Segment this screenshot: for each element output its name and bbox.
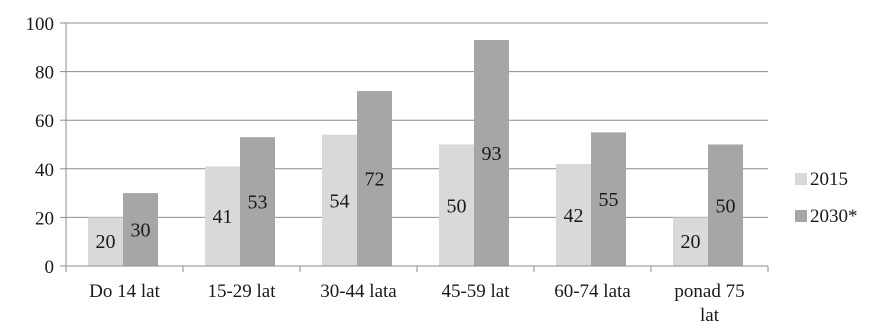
category-label: 60-74 lata [554,281,631,302]
bar [240,137,275,266]
gridlines [66,22,768,218]
y-tick-label: 20 [35,208,54,229]
data-label: 53 [248,192,268,214]
category-label: 30-44 lata [320,281,397,302]
data-label: 54 [330,190,350,212]
data-label: 30 [131,220,151,242]
y-tick-label: 0 [45,257,55,278]
y-tick-label: 80 [35,63,54,84]
data-label: 41 [213,206,233,228]
category-label: Do 14 lat [89,281,160,302]
y-axis-ticks: 0 20 40 60 80 100 [26,14,55,278]
y-tick-label: 60 [35,111,54,132]
data-label: 42 [564,205,584,227]
bar [439,144,474,266]
data-label: 55 [599,189,619,211]
y-tick-label: 100 [26,14,55,35]
category-label: 45-59 lat [441,281,510,302]
legend-swatch [795,210,807,222]
legend: 2015 2030* [795,169,858,227]
data-label: 20 [96,231,116,253]
legend-swatch [795,173,807,185]
bars [88,40,743,267]
bar [322,134,357,266]
data-label: 93 [482,143,502,165]
bar [556,163,591,266]
y-tick-label: 40 [35,160,54,181]
legend-label: 2030* [810,206,858,227]
bar [357,91,392,266]
data-label: 20 [681,231,701,253]
x-axis-labels: Do 14 lat 15-29 lat 30-44 lata 45-59 lat 60-… [89,281,744,326]
bar [708,144,743,266]
data-labels: 20 41 54 50 42 20 30 53 72 93 55 50 [96,143,736,253]
data-label: 50 [716,195,736,217]
bar [88,217,123,266]
bar [205,166,240,266]
legend-label: 2015 [810,169,848,190]
category-label: 15-29 lat [207,281,276,302]
bar [474,40,509,267]
category-label: lat [700,305,720,326]
bar [591,132,626,266]
data-label: 50 [447,195,467,217]
axes [60,22,769,272]
data-label: 72 [365,169,385,191]
bar [123,193,158,266]
bar [673,217,708,266]
category-label: ponad 75 [674,281,744,302]
